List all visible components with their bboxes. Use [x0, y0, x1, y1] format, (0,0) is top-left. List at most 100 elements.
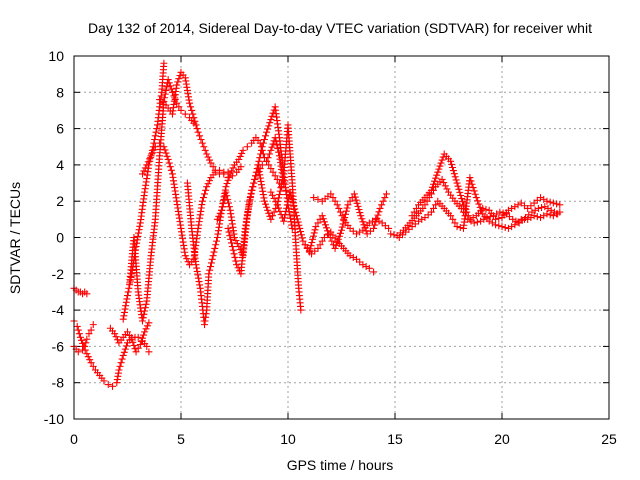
data-point	[470, 219, 478, 227]
data-point-interp	[290, 202, 298, 210]
data-point-interp	[193, 125, 201, 133]
data-point	[233, 261, 241, 269]
data-point-interp	[236, 152, 244, 160]
data-point-interp	[264, 125, 272, 133]
data-point	[181, 252, 189, 260]
data-point-interp	[266, 119, 274, 127]
data-point-interp	[219, 200, 227, 208]
data-point-interp	[167, 85, 175, 93]
x-tick-label: 10	[280, 431, 296, 447]
data-point-interp	[374, 211, 382, 219]
data-point	[138, 317, 146, 325]
data-point	[453, 223, 461, 231]
data-point-interp	[140, 167, 148, 175]
data-point	[160, 143, 168, 151]
data-point-interp	[84, 353, 92, 361]
data-point	[534, 204, 542, 212]
data-point	[293, 212, 301, 220]
data-point	[156, 139, 164, 147]
data-point-interp	[279, 173, 287, 181]
data-point-interp	[320, 218, 328, 226]
data-point-interp	[196, 132, 204, 140]
data-point-interp	[153, 125, 161, 133]
data-point-interp	[268, 143, 276, 151]
data-point	[260, 197, 268, 205]
data-point	[254, 161, 262, 169]
data-point	[160, 59, 168, 67]
data-point-interp	[201, 190, 209, 198]
data-point-interp	[256, 154, 264, 162]
data-point-interp	[276, 207, 284, 215]
data-point-interp	[263, 157, 271, 165]
data-point	[492, 221, 500, 229]
data-point-interp	[122, 342, 130, 350]
data-point-interp	[275, 191, 283, 199]
y-tick-label: 10	[48, 48, 64, 64]
data-point-interp	[134, 344, 142, 352]
data-point-interp	[265, 209, 273, 217]
data-point-interp	[267, 165, 275, 173]
data-point-interp	[495, 214, 503, 222]
data-point-interp	[207, 263, 215, 271]
y-tick-label: -8	[52, 375, 65, 391]
data-point-interp	[277, 184, 285, 192]
data-point-interp	[138, 334, 146, 342]
data-point-interp	[495, 222, 503, 230]
data-point	[370, 268, 378, 276]
data-point-interp	[194, 271, 202, 279]
data-point	[556, 201, 564, 209]
data-point-interp	[265, 150, 273, 158]
data-point-interp	[257, 150, 265, 158]
data-point-interp	[371, 221, 379, 229]
data-point-interp	[260, 135, 268, 143]
data-point-interp	[166, 163, 174, 171]
data-point-interp	[199, 194, 207, 202]
data-point-interp	[338, 212, 346, 220]
data-point	[111, 330, 119, 338]
data-point-interp	[231, 253, 239, 261]
data-point-interp	[295, 221, 303, 229]
data-point-interp	[247, 190, 255, 198]
axis-tick-labels: 0 5 10 15 20 25 -10 -8 -6 -4 -2 0 2 4 6 8 10	[44, 48, 617, 447]
data-point-interp	[259, 191, 267, 199]
data-point	[419, 204, 427, 212]
data-point-interp	[276, 187, 284, 195]
data-point	[198, 139, 206, 147]
data-point-interp	[174, 78, 182, 86]
data-point-interp	[441, 182, 449, 190]
data-point-interp	[553, 200, 561, 208]
data-point-interp	[321, 221, 329, 229]
data-point-interp	[120, 312, 128, 320]
data-point	[267, 146, 275, 154]
y-tick-label: 4	[56, 157, 64, 173]
data-point	[327, 190, 335, 198]
data-point-interp	[356, 209, 364, 217]
data-point-interp	[451, 173, 459, 181]
data-point-interp	[314, 219, 322, 227]
data-point-interp	[208, 255, 216, 263]
data-point-interp	[187, 103, 195, 111]
data-point-interp	[432, 174, 440, 182]
data-point	[181, 110, 189, 118]
data-point-interp	[196, 281, 204, 289]
data-point-interp	[219, 196, 227, 204]
data-point-interp	[221, 186, 229, 194]
data-point	[145, 319, 153, 327]
data-point-interp	[135, 226, 143, 234]
data-point-interp	[255, 157, 263, 165]
series-track-8	[156, 68, 245, 180]
plot-frame	[73, 55, 610, 420]
data-point-interp	[213, 237, 221, 245]
data-point-interp	[232, 257, 240, 265]
chart-title: Day 132 of 2014, Sidereal Day-to-day VTE…	[88, 20, 592, 36]
data-point-interp	[360, 221, 368, 229]
data-point-interp	[166, 82, 174, 90]
data-point	[250, 179, 258, 187]
data-point	[209, 252, 217, 260]
data-point-interp	[122, 302, 130, 310]
data-point-interp	[120, 348, 128, 356]
data-point-interp	[224, 176, 232, 184]
y-tick-label: -4	[52, 302, 65, 318]
data-point-interp	[456, 188, 464, 196]
